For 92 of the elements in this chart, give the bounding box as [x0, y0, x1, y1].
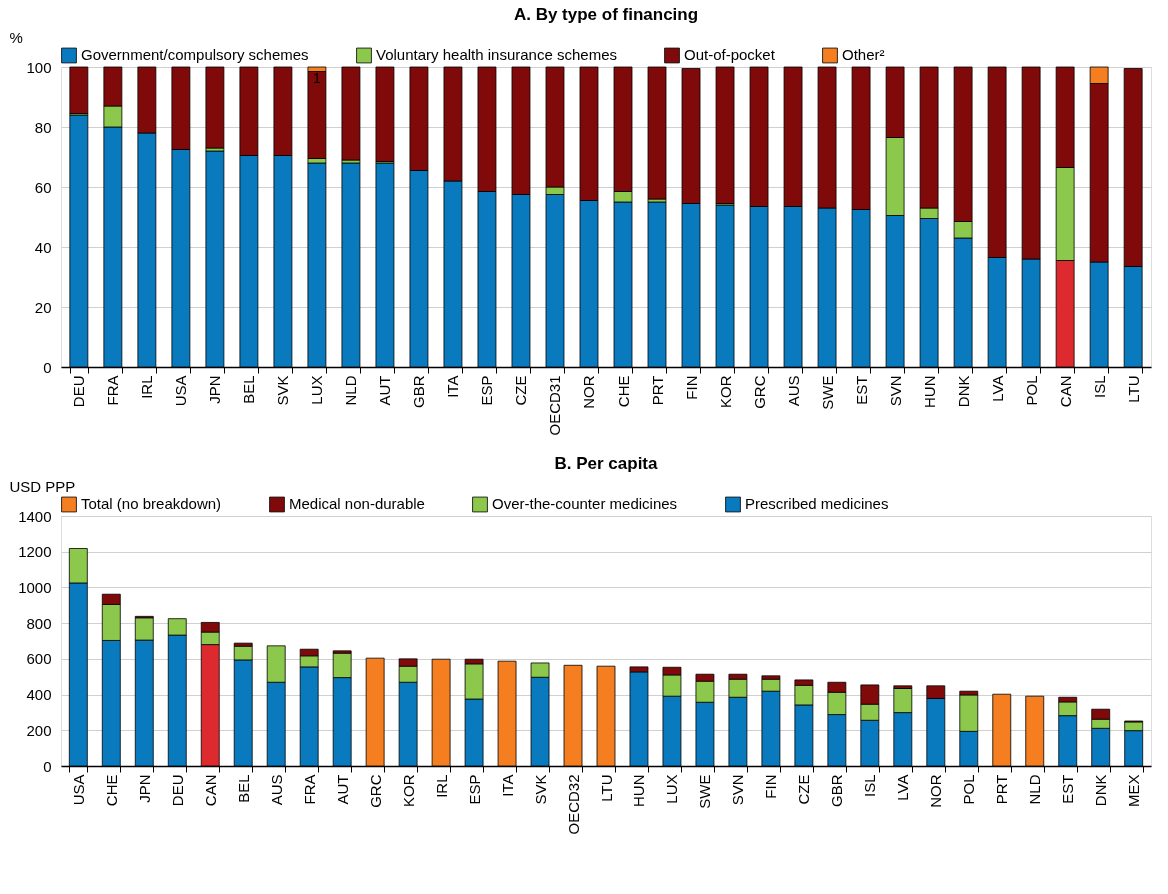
x-tick-label: JPN [206, 375, 224, 404]
x-tick-label: HUN [920, 375, 938, 408]
y-tick-label: 0 [43, 358, 52, 376]
x-tick-label: LVA [988, 375, 1006, 402]
x-tick-label: AUT [333, 774, 351, 805]
y-tick-label: 1200 [18, 543, 52, 561]
x-tick-label: NOR [580, 375, 598, 409]
x-tick-label: JPN [135, 774, 153, 803]
y-tick-label: 200 [26, 721, 52, 739]
x-tick-label: GBR [410, 375, 428, 409]
legend-label: Voluntary health insurance schemes [376, 46, 617, 64]
x-tick-label: SWE [696, 774, 714, 809]
x-tick-label: IRL [432, 774, 450, 798]
x-tick-label: DEU [168, 774, 186, 807]
x-tick-label: ESP [465, 774, 483, 805]
x-tick-label: ESP [478, 375, 496, 406]
legend-label: Other² [842, 46, 885, 64]
x-tick-label: SVK [274, 375, 292, 406]
x-tick-label: SVK [531, 774, 549, 805]
legend-label: Total (no breakdown) [81, 495, 222, 513]
x-tick-label: LTU [597, 774, 615, 802]
x-tick-label: KOR [716, 375, 734, 409]
y-tick-label: 400 [26, 686, 52, 704]
x-tick-label: CAN [201, 774, 219, 807]
x-tick-label: GRC [366, 774, 384, 808]
x-tick-label: FIN [762, 774, 780, 799]
chart-title: A. By type of financing [513, 5, 699, 24]
legend-label: Prescribed medicines [745, 495, 889, 513]
x-tick-label: SWE [818, 375, 836, 410]
legend-label: Over-the-counter medicines [492, 495, 678, 513]
y-tick-label: 1000 [18, 578, 52, 596]
x-tick-label: LUX [663, 774, 681, 804]
x-tick-label: FIN [682, 375, 700, 400]
x-tick-label: AUS [784, 375, 802, 407]
x-tick-label: DNK [1092, 774, 1110, 807]
x-tick-label: ITA [498, 774, 516, 797]
x-tick-label: CZE [512, 375, 530, 406]
x-tick-label: DEU [70, 375, 88, 408]
x-tick-label: FRA [104, 375, 122, 406]
x-tick-label: AUT [376, 375, 394, 406]
x-tick-label: BEL [240, 375, 258, 404]
x-tick-label: PRT [993, 774, 1011, 805]
x-tick-label: OECD31 [546, 375, 564, 436]
x-tick-label: KOR [399, 774, 417, 808]
x-tick-label: CHE [614, 375, 632, 408]
x-tick-label: HUN [630, 774, 648, 807]
y-tick-label: 80 [34, 118, 52, 136]
x-tick-label: EST [852, 375, 870, 405]
x-tick-label: PRT [648, 375, 666, 406]
y-tick-label: 20 [34, 298, 52, 316]
x-tick-label: LUX [308, 375, 326, 405]
x-tick-label: USA [172, 375, 190, 407]
y-tick-label: 800 [26, 614, 52, 632]
annotation: 1 [313, 69, 322, 86]
legend-label: Out-of-pocket [684, 46, 776, 64]
chart-title: B. Per capita [554, 454, 659, 473]
y-tick-label: 1400 [18, 507, 52, 525]
x-tick-label: AUS [267, 774, 285, 806]
x-tick-label: MEX [1125, 774, 1143, 808]
x-tick-label: LTU [1124, 375, 1142, 403]
x-tick-label: USA [69, 774, 87, 806]
x-tick-label: NLD [1026, 774, 1044, 805]
x-tick-label: CHE [102, 774, 120, 807]
x-tick-label: SVN [729, 774, 747, 806]
y-tick-label: 40 [34, 238, 52, 256]
x-tick-label: CAN [1056, 375, 1074, 408]
x-tick-label: GRC [750, 375, 768, 409]
legend-label: Medical non-durable [289, 495, 425, 513]
x-tick-label: BEL [234, 774, 252, 803]
y-axis-title: % [9, 28, 23, 46]
x-tick-label: LVA [894, 774, 912, 801]
x-tick-label: EST [1059, 774, 1077, 804]
x-tick-label: IRL [138, 375, 156, 399]
x-tick-label: GBR [828, 774, 846, 808]
x-tick-label: SVN [886, 375, 904, 407]
x-tick-label: POL [1022, 375, 1040, 406]
x-tick-label: POL [960, 774, 978, 805]
y-tick-label: 600 [26, 650, 52, 668]
x-tick-label: NOR [927, 774, 945, 808]
x-tick-label: ISL [1090, 375, 1108, 399]
x-tick-label: OECD32 [564, 774, 582, 835]
y-axis-title: USD PPP [9, 477, 76, 495]
y-tick-label: 0 [43, 757, 52, 775]
y-tick-label: 100 [26, 58, 52, 76]
x-tick-label: NLD [342, 375, 360, 406]
x-tick-label: ISL [861, 774, 879, 798]
x-tick-label: CZE [795, 774, 813, 805]
x-tick-label: FRA [300, 774, 318, 805]
x-tick-label: ITA [444, 375, 462, 398]
y-tick-label: 60 [34, 178, 52, 196]
legend-label: Government/compulsory schemes [81, 46, 309, 64]
x-tick-label: DNK [954, 375, 972, 408]
